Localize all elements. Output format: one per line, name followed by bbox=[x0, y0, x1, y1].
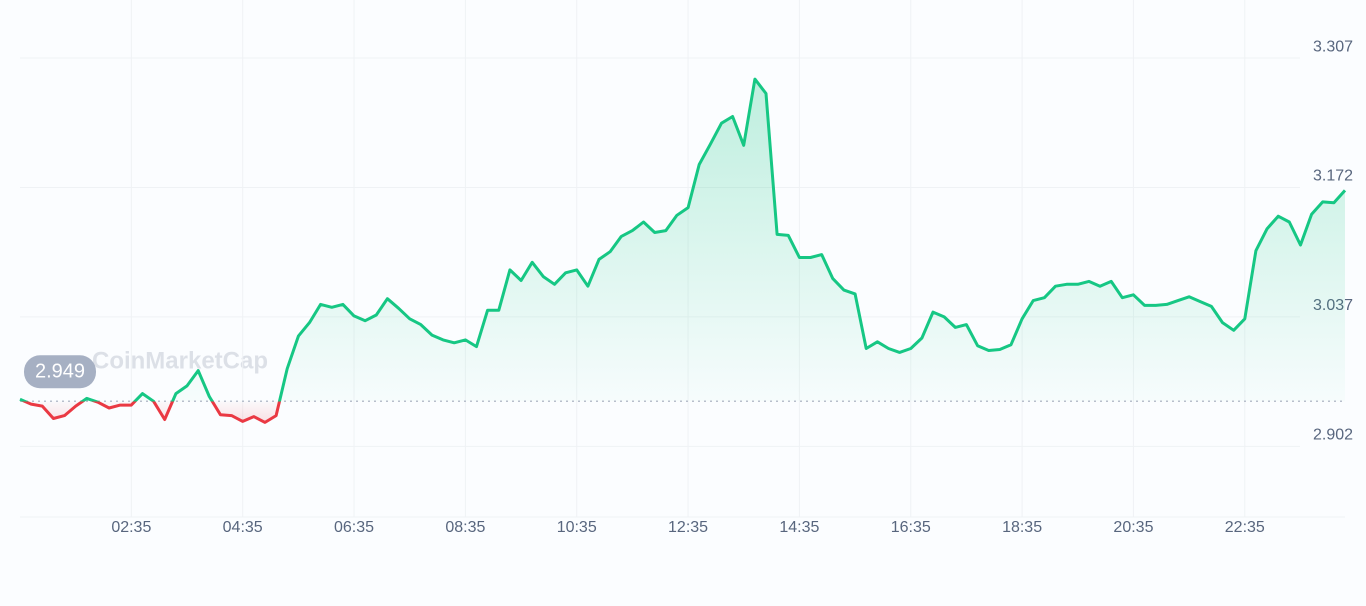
x-tick-label: 18:35 bbox=[1002, 519, 1042, 536]
x-tick-label: 20:35 bbox=[1113, 519, 1153, 536]
x-tick-label: 02:35 bbox=[111, 519, 151, 536]
reference-label: 2.949 bbox=[35, 361, 85, 383]
y-tick-label: 3.307 bbox=[1313, 38, 1353, 55]
area bbox=[20, 79, 1345, 423]
x-tick-label: 12:35 bbox=[668, 519, 708, 536]
x-tick-label: 08:35 bbox=[445, 519, 485, 536]
y-tick-label: 2.902 bbox=[1313, 427, 1353, 444]
x-tick-label: 22:35 bbox=[1225, 519, 1265, 536]
x-tick-label: 04:35 bbox=[223, 519, 263, 536]
x-tick-label: 16:35 bbox=[891, 519, 931, 536]
x-tick-label: 06:35 bbox=[334, 519, 374, 536]
price-line bbox=[19, 77, 1347, 424]
x-tick-label: 10:35 bbox=[557, 519, 597, 536]
x-tick-label: 14:35 bbox=[779, 519, 819, 536]
reference-pill bbox=[24, 355, 96, 389]
y-tick-label: 3.172 bbox=[1313, 168, 1353, 185]
watermark: CoinMarketCap bbox=[92, 347, 268, 374]
